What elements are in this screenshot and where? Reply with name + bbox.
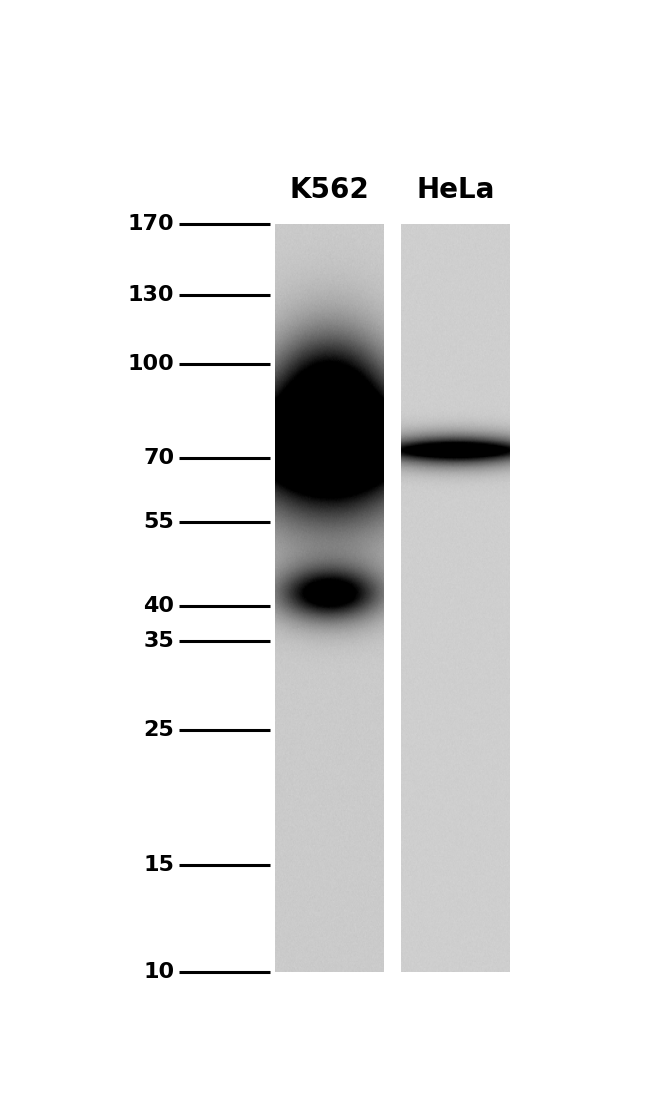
- Text: 130: 130: [128, 285, 174, 305]
- Text: 15: 15: [144, 855, 174, 875]
- Text: 25: 25: [144, 720, 174, 740]
- Text: 35: 35: [144, 632, 174, 652]
- Text: 40: 40: [144, 596, 174, 616]
- Text: 10: 10: [143, 962, 174, 982]
- Text: K562: K562: [289, 176, 369, 204]
- Text: 70: 70: [143, 449, 174, 469]
- Text: 55: 55: [144, 512, 174, 532]
- Text: HeLa: HeLa: [416, 176, 495, 204]
- Text: 100: 100: [127, 354, 174, 374]
- Text: 170: 170: [128, 214, 174, 234]
